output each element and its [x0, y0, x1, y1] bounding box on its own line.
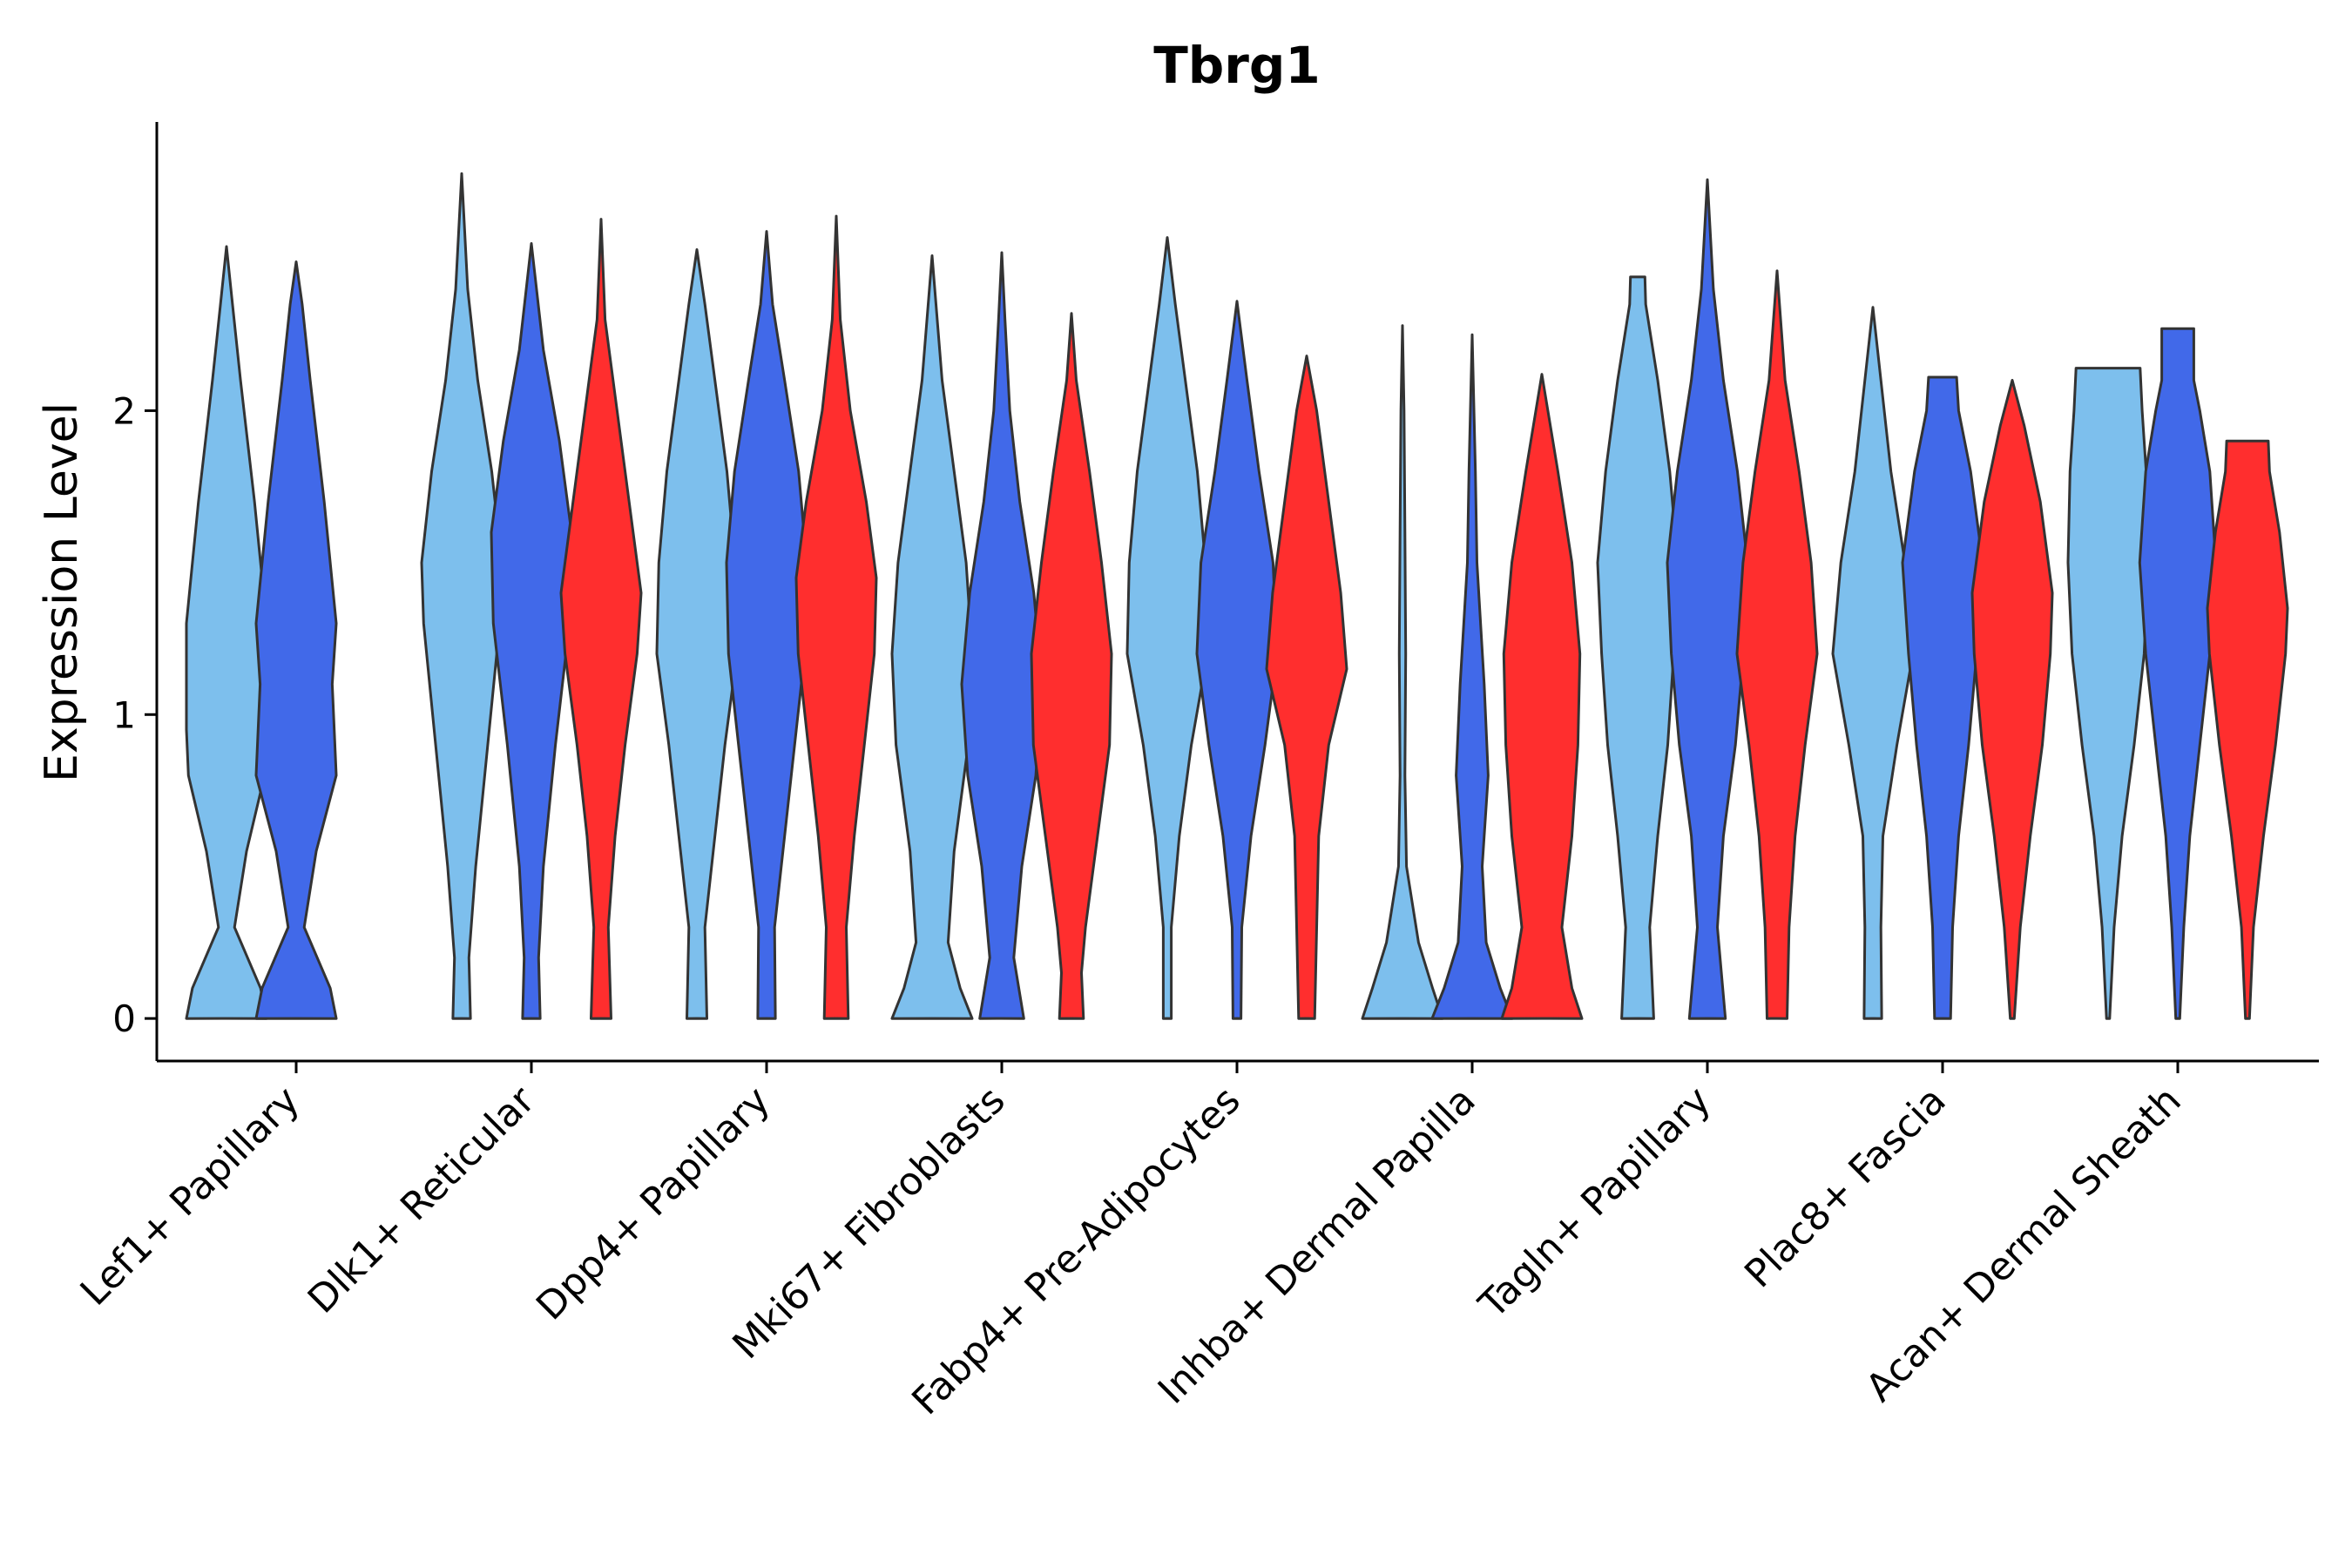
violin-2-8 [1901, 375, 1984, 1020]
violin-3-2 [559, 218, 643, 1020]
violin-1-4 [890, 254, 974, 1020]
violin-1-3 [655, 248, 739, 1020]
y-tick-label: 1 [112, 693, 136, 736]
violin-3-5 [1265, 355, 1348, 1020]
violin-3-4 [1030, 312, 1113, 1020]
x-category-label: Plac8+ Fascia [1736, 1078, 1955, 1297]
x-category-label: Lef1+ Papillary [72, 1078, 308, 1315]
violin-1-7 [1596, 275, 1680, 1020]
violin-1-6 [1361, 324, 1444, 1020]
violin-2-5 [1195, 300, 1279, 1020]
violin-2-3 [725, 230, 808, 1020]
violin-1-5 [1125, 236, 1209, 1020]
violin-3-7 [1735, 269, 1819, 1020]
violin-1-9 [2066, 367, 2150, 1020]
violin-2-1 [254, 260, 338, 1020]
x-category-label: Dlk1+ Reticular [300, 1078, 544, 1322]
violin-3-3 [794, 214, 878, 1020]
violin-2-7 [1666, 178, 1749, 1020]
y-axis-label: Expression Level [36, 402, 88, 782]
violins [185, 172, 2289, 1020]
violin-1-8 [1831, 306, 1915, 1020]
violin-2-9 [2138, 327, 2218, 1020]
violin-1-1 [185, 245, 268, 1020]
x-category-label: Tagln+ Papillary [1470, 1078, 1720, 1328]
chart-title: Tbrg1 [1153, 36, 1321, 95]
y-ticks: 0 1 2 [112, 389, 157, 1040]
y-tick-label: 2 [112, 389, 136, 432]
violin-3-6 [1500, 373, 1584, 1020]
violin-3-9 [2206, 439, 2289, 1020]
violin-2-4 [960, 251, 1044, 1020]
y-tick-label: 0 [112, 997, 136, 1040]
violin-1-2 [420, 172, 504, 1020]
violin-2-6 [1430, 333, 1514, 1020]
violin-3-8 [1970, 379, 2054, 1020]
x-category-label: Dpp4+ Papillary [528, 1078, 779, 1329]
violin-2-2 [490, 242, 573, 1020]
